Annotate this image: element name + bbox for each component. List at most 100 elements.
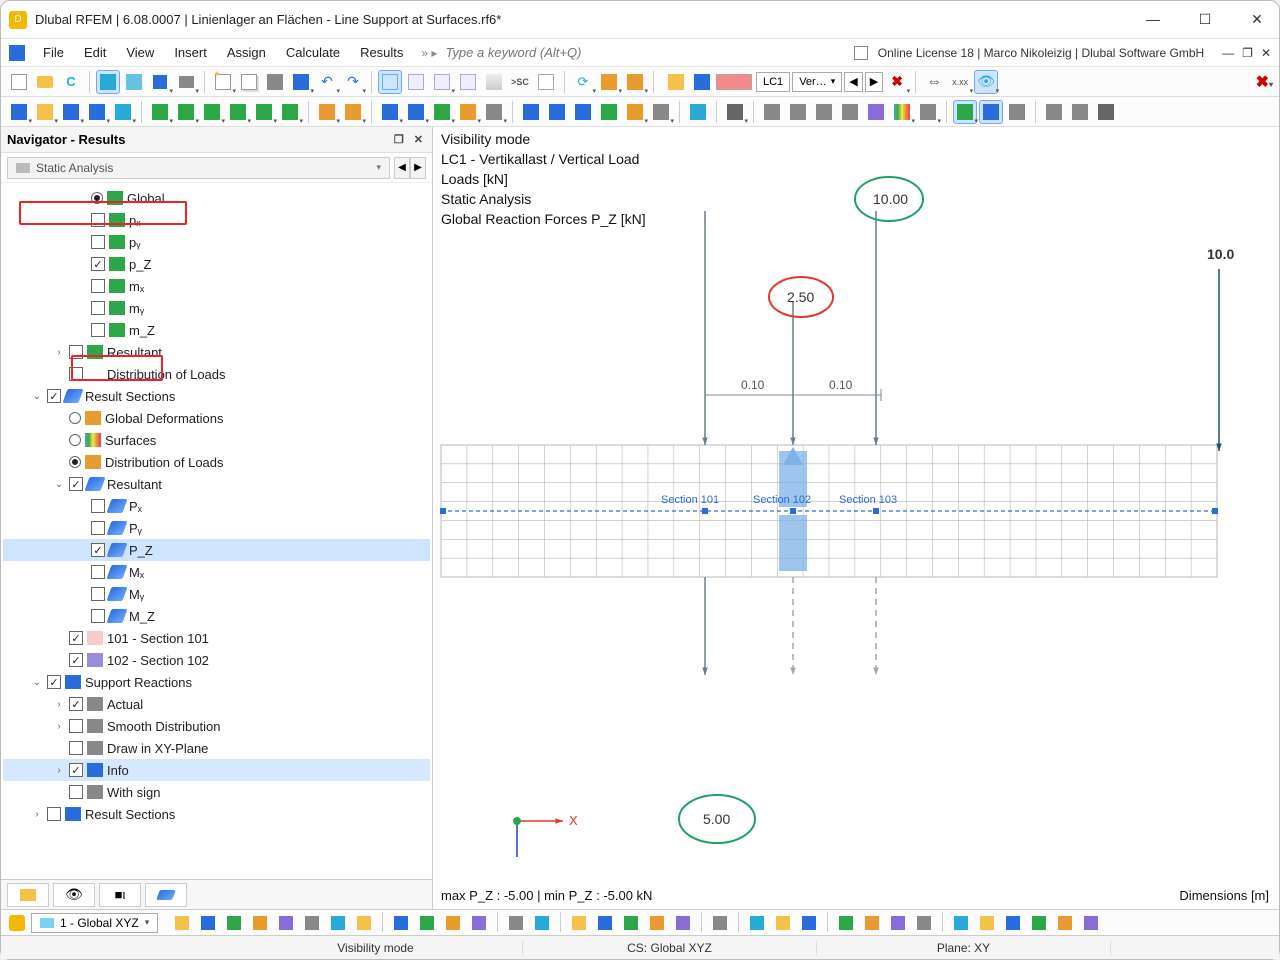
expand-icon[interactable]: ⌄ <box>31 391 43 402</box>
view-5[interactable] <box>482 70 506 94</box>
tree-resultant-top[interactable]: ›Resultant <box>3 341 430 363</box>
print-button[interactable]: ▾ <box>174 70 198 94</box>
checkbox[interactable] <box>69 719 83 733</box>
tb2-n7[interactable]: ▾ <box>174 100 198 124</box>
footer-tab-4[interactable] <box>145 883 187 907</box>
tree-sr-smooth[interactable]: ›Smooth Distribution <box>3 715 430 737</box>
calc-2[interactable]: ▾ <box>597 70 621 94</box>
tree-sr-info[interactable]: ›Info <box>3 759 430 781</box>
status-tool-aa[interactable] <box>912 912 936 934</box>
tb2-n31[interactable]: ▾ <box>916 100 940 124</box>
tb2-n25[interactable] <box>686 100 710 124</box>
inner-minimize-button[interactable]: — <box>1222 46 1234 60</box>
tree-surfaces[interactable]: Surfaces <box>3 429 430 451</box>
status-tool-i[interactable] <box>389 912 413 934</box>
footer-tab-3[interactable]: ■ι <box>99 883 141 907</box>
tool-a[interactable] <box>96 70 120 94</box>
lc-del[interactable]: ✖▾ <box>885 70 909 94</box>
expand-icon[interactable]: › <box>53 765 65 776</box>
analysis-combo[interactable]: Static Analysis ▾ <box>7 157 390 179</box>
tb2-n14[interactable]: ▾ <box>378 100 402 124</box>
tb2-n19[interactable] <box>519 100 543 124</box>
tree-global-def[interactable]: Global Deformations <box>3 407 430 429</box>
save-button[interactable]: ▾ <box>148 70 172 94</box>
tree-global[interactable]: Global <box>3 187 430 209</box>
status-tool-x[interactable] <box>834 912 858 934</box>
new-item[interactable]: ✦▾ <box>211 70 235 94</box>
refresh-button[interactable]: C <box>59 70 83 94</box>
tb2-n30[interactable] <box>864 100 888 124</box>
tb2-n33[interactable] <box>979 100 1003 124</box>
tb2-n32[interactable]: ▾ <box>953 100 977 124</box>
calc-3[interactable]: ▾ <box>623 70 647 94</box>
checkbox[interactable] <box>69 785 83 799</box>
tree-result-sections[interactable]: ⌄Result Sections <box>3 385 430 407</box>
tb2-n10[interactable]: ▾ <box>252 100 276 124</box>
tb2-n3[interactable]: ▾ <box>59 100 83 124</box>
checkbox[interactable] <box>91 257 105 271</box>
checkbox[interactable] <box>91 499 105 513</box>
menu-edit[interactable]: Edit <box>74 42 116 63</box>
opt-1[interactable]: ⇔ <box>922 70 946 94</box>
tree-rs-PZ[interactable]: P_Z <box>3 539 430 561</box>
lc-prev-button[interactable]: ◀ <box>844 72 862 92</box>
tree-sr-actual[interactable]: ›Actual <box>3 693 430 715</box>
maximize-button[interactable]: ☐ <box>1191 11 1219 28</box>
tree-dist-loads-top[interactable]: Distribution of Loads <box>3 363 430 385</box>
tb2-n23[interactable]: ▾ <box>623 100 647 124</box>
copy-button[interactable] <box>237 70 261 94</box>
navigator-close-button[interactable]: ✕ <box>411 133 426 146</box>
status-tool-j[interactable] <box>415 912 439 934</box>
tree-my[interactable]: mᵧ <box>3 297 430 319</box>
checkbox[interactable] <box>91 609 105 623</box>
tool-d[interactable]: ▾ <box>289 70 313 94</box>
tree-rs-MX[interactable]: Mₓ <box>3 561 430 583</box>
tb2-n24[interactable]: ▾ <box>649 100 673 124</box>
lc-code[interactable]: LC1 <box>756 72 790 92</box>
tb2-n1[interactable]: ▾ <box>7 100 31 124</box>
tb2-n5[interactable]: ▾ <box>111 100 135 124</box>
status-tool-ee[interactable] <box>1027 912 1051 934</box>
tb2-n17[interactable]: ▾ <box>456 100 480 124</box>
checkbox[interactable] <box>47 389 61 403</box>
tool-b[interactable] <box>122 70 146 94</box>
calc-1[interactable]: ⟳▾ <box>571 70 595 94</box>
tree-rs-MZ[interactable]: M_Z <box>3 605 430 627</box>
keyword-search-input[interactable] <box>445 45 695 60</box>
tb2-rainbow[interactable]: ▾ <box>890 100 914 124</box>
lc-next-button[interactable]: ▶ <box>865 72 883 92</box>
footer-tab-2[interactable]: 👁 <box>53 883 95 907</box>
opt-2[interactable]: x.xx▾ <box>948 70 972 94</box>
tb2-n22[interactable] <box>597 100 621 124</box>
tb2-n15[interactable]: ▾ <box>404 100 428 124</box>
status-tool-c[interactable] <box>222 912 246 934</box>
inner-close-button[interactable]: ✕ <box>1261 46 1271 60</box>
expand-icon[interactable]: › <box>53 347 65 358</box>
tb2-n29[interactable] <box>838 100 862 124</box>
status-tool-cc[interactable] <box>975 912 999 934</box>
tree-sr-sign[interactable]: With sign <box>3 781 430 803</box>
open-button[interactable] <box>33 70 57 94</box>
status-tool-w[interactable] <box>797 912 821 934</box>
tb2-n26[interactable] <box>760 100 784 124</box>
menu-view[interactable]: View <box>116 42 164 63</box>
footer-tab-1[interactable] <box>7 883 49 907</box>
status-tool-bb[interactable] <box>949 912 973 934</box>
status-tool-s[interactable] <box>671 912 695 934</box>
status-tool-h[interactable] <box>352 912 376 934</box>
tb2-grid-icon[interactable] <box>1068 100 1092 124</box>
tree-px[interactable]: pₓ <box>3 209 430 231</box>
menu-insert[interactable]: Insert <box>164 42 217 63</box>
analysis-prev-button[interactable]: ◀ <box>394 157 410 179</box>
checkbox[interactable] <box>91 213 105 227</box>
checkbox[interactable] <box>91 543 105 557</box>
status-tool-n[interactable] <box>530 912 554 934</box>
checkbox[interactable] <box>69 763 83 777</box>
inner-restore-button[interactable]: ❐ <box>1242 46 1253 60</box>
viewport[interactable]: Visibility mode LC1 - Vertikallast / Ver… <box>433 127 1279 909</box>
tree-s102[interactable]: 102 - Section 102 <box>3 649 430 671</box>
toolbar-end-close[interactable]: ✖▾ <box>1256 72 1273 92</box>
checkbox[interactable] <box>91 279 105 293</box>
tb2-n20[interactable] <box>545 100 569 124</box>
radio[interactable] <box>91 192 103 204</box>
